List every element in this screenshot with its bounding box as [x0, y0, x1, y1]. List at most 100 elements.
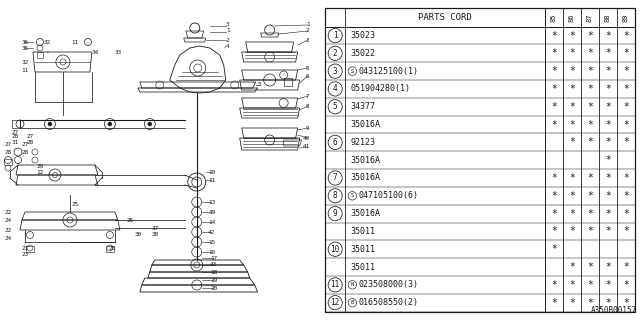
Text: 27: 27 — [21, 142, 29, 148]
Text: B: B — [351, 300, 354, 305]
Text: *: * — [551, 191, 557, 201]
Text: *: * — [623, 48, 628, 58]
Text: 31: 31 — [12, 140, 19, 146]
Text: *: * — [623, 102, 628, 112]
Text: 22: 22 — [4, 210, 12, 214]
Text: 22: 22 — [4, 228, 12, 233]
Text: *: * — [551, 244, 557, 254]
Text: 6: 6 — [333, 138, 337, 147]
Text: 23: 23 — [21, 252, 29, 258]
Text: 2: 2 — [226, 37, 230, 43]
Text: 35016A: 35016A — [350, 209, 380, 218]
Circle shape — [148, 122, 152, 126]
Text: *: * — [551, 30, 557, 41]
Text: 86: 86 — [569, 13, 575, 22]
Text: *: * — [623, 227, 628, 236]
Text: 35022: 35022 — [350, 49, 375, 58]
Text: 35011: 35011 — [350, 227, 375, 236]
Text: S: S — [351, 68, 354, 74]
Text: 13: 13 — [208, 199, 216, 204]
Text: *: * — [569, 298, 575, 308]
Text: 7: 7 — [306, 93, 310, 99]
Text: 2: 2 — [306, 28, 310, 34]
Text: 17: 17 — [210, 255, 218, 260]
Text: 11: 11 — [330, 280, 340, 289]
Text: *: * — [605, 280, 611, 290]
Text: 89: 89 — [623, 13, 629, 22]
Text: *: * — [587, 48, 593, 58]
Text: *: * — [605, 84, 611, 94]
Text: 8: 8 — [333, 191, 337, 200]
Text: 28: 28 — [26, 140, 33, 146]
Text: *: * — [569, 102, 575, 112]
Text: *: * — [569, 209, 575, 219]
Circle shape — [48, 122, 52, 126]
Text: *: * — [605, 227, 611, 236]
Text: 35016A: 35016A — [350, 120, 380, 129]
Text: *: * — [587, 209, 593, 219]
Text: *: * — [605, 209, 611, 219]
Text: 35023: 35023 — [350, 31, 375, 40]
Text: 8: 8 — [306, 103, 310, 108]
Text: *: * — [605, 191, 611, 201]
Text: 24: 24 — [4, 218, 12, 222]
Text: *: * — [587, 137, 593, 148]
Text: *: * — [551, 280, 557, 290]
Text: *: * — [569, 84, 575, 94]
Text: 39: 39 — [208, 210, 216, 214]
Text: *: * — [551, 102, 557, 112]
Text: 38: 38 — [151, 233, 159, 237]
Text: 3: 3 — [333, 67, 337, 76]
Text: 9: 9 — [306, 125, 310, 131]
Text: PARTS CORD: PARTS CORD — [418, 13, 472, 22]
Text: *: * — [605, 298, 611, 308]
Text: 051904280(1): 051904280(1) — [350, 84, 410, 93]
Text: 30: 30 — [134, 233, 141, 237]
Text: 21: 21 — [21, 245, 29, 251]
Text: 27: 27 — [26, 134, 33, 140]
Text: *: * — [551, 227, 557, 236]
Text: 41: 41 — [302, 145, 310, 149]
Text: 043125100(1): 043125100(1) — [358, 67, 418, 76]
Text: *: * — [605, 48, 611, 58]
Text: *: * — [623, 209, 628, 219]
Text: 1: 1 — [333, 31, 337, 40]
Text: *: * — [623, 298, 628, 308]
Text: 35011: 35011 — [350, 262, 375, 272]
Text: 1: 1 — [306, 22, 310, 28]
Text: *: * — [623, 262, 628, 272]
Text: 40: 40 — [302, 135, 310, 140]
Text: 11: 11 — [71, 39, 79, 44]
Text: 28: 28 — [21, 149, 29, 155]
Text: 32: 32 — [21, 60, 29, 65]
Text: *: * — [605, 30, 611, 41]
Text: 6: 6 — [306, 74, 310, 78]
Text: 5: 5 — [258, 83, 262, 87]
Text: 85: 85 — [551, 13, 557, 22]
Text: *: * — [551, 173, 557, 183]
Text: 29: 29 — [36, 164, 44, 170]
Text: *: * — [551, 120, 557, 130]
Text: 3: 3 — [306, 37, 310, 43]
Text: *: * — [569, 30, 575, 41]
Text: 14: 14 — [208, 220, 216, 225]
Text: *: * — [587, 66, 593, 76]
Text: *: * — [587, 298, 593, 308]
Text: *: * — [605, 262, 611, 272]
Text: *: * — [587, 191, 593, 201]
Text: 047105100(6): 047105100(6) — [358, 191, 418, 200]
Text: *: * — [551, 298, 557, 308]
Text: 10: 10 — [208, 170, 216, 174]
Text: *: * — [551, 66, 557, 76]
Text: 33: 33 — [114, 50, 122, 54]
Text: 34377: 34377 — [350, 102, 375, 111]
Text: 34: 34 — [92, 50, 99, 54]
Text: *: * — [623, 66, 628, 76]
Text: 35016A: 35016A — [350, 173, 380, 182]
Text: 10: 10 — [330, 245, 340, 254]
Text: 19: 19 — [210, 277, 218, 283]
Text: *: * — [587, 173, 593, 183]
Text: *: * — [569, 191, 575, 201]
Text: *: * — [605, 102, 611, 112]
Text: 023508000(3): 023508000(3) — [358, 280, 418, 289]
